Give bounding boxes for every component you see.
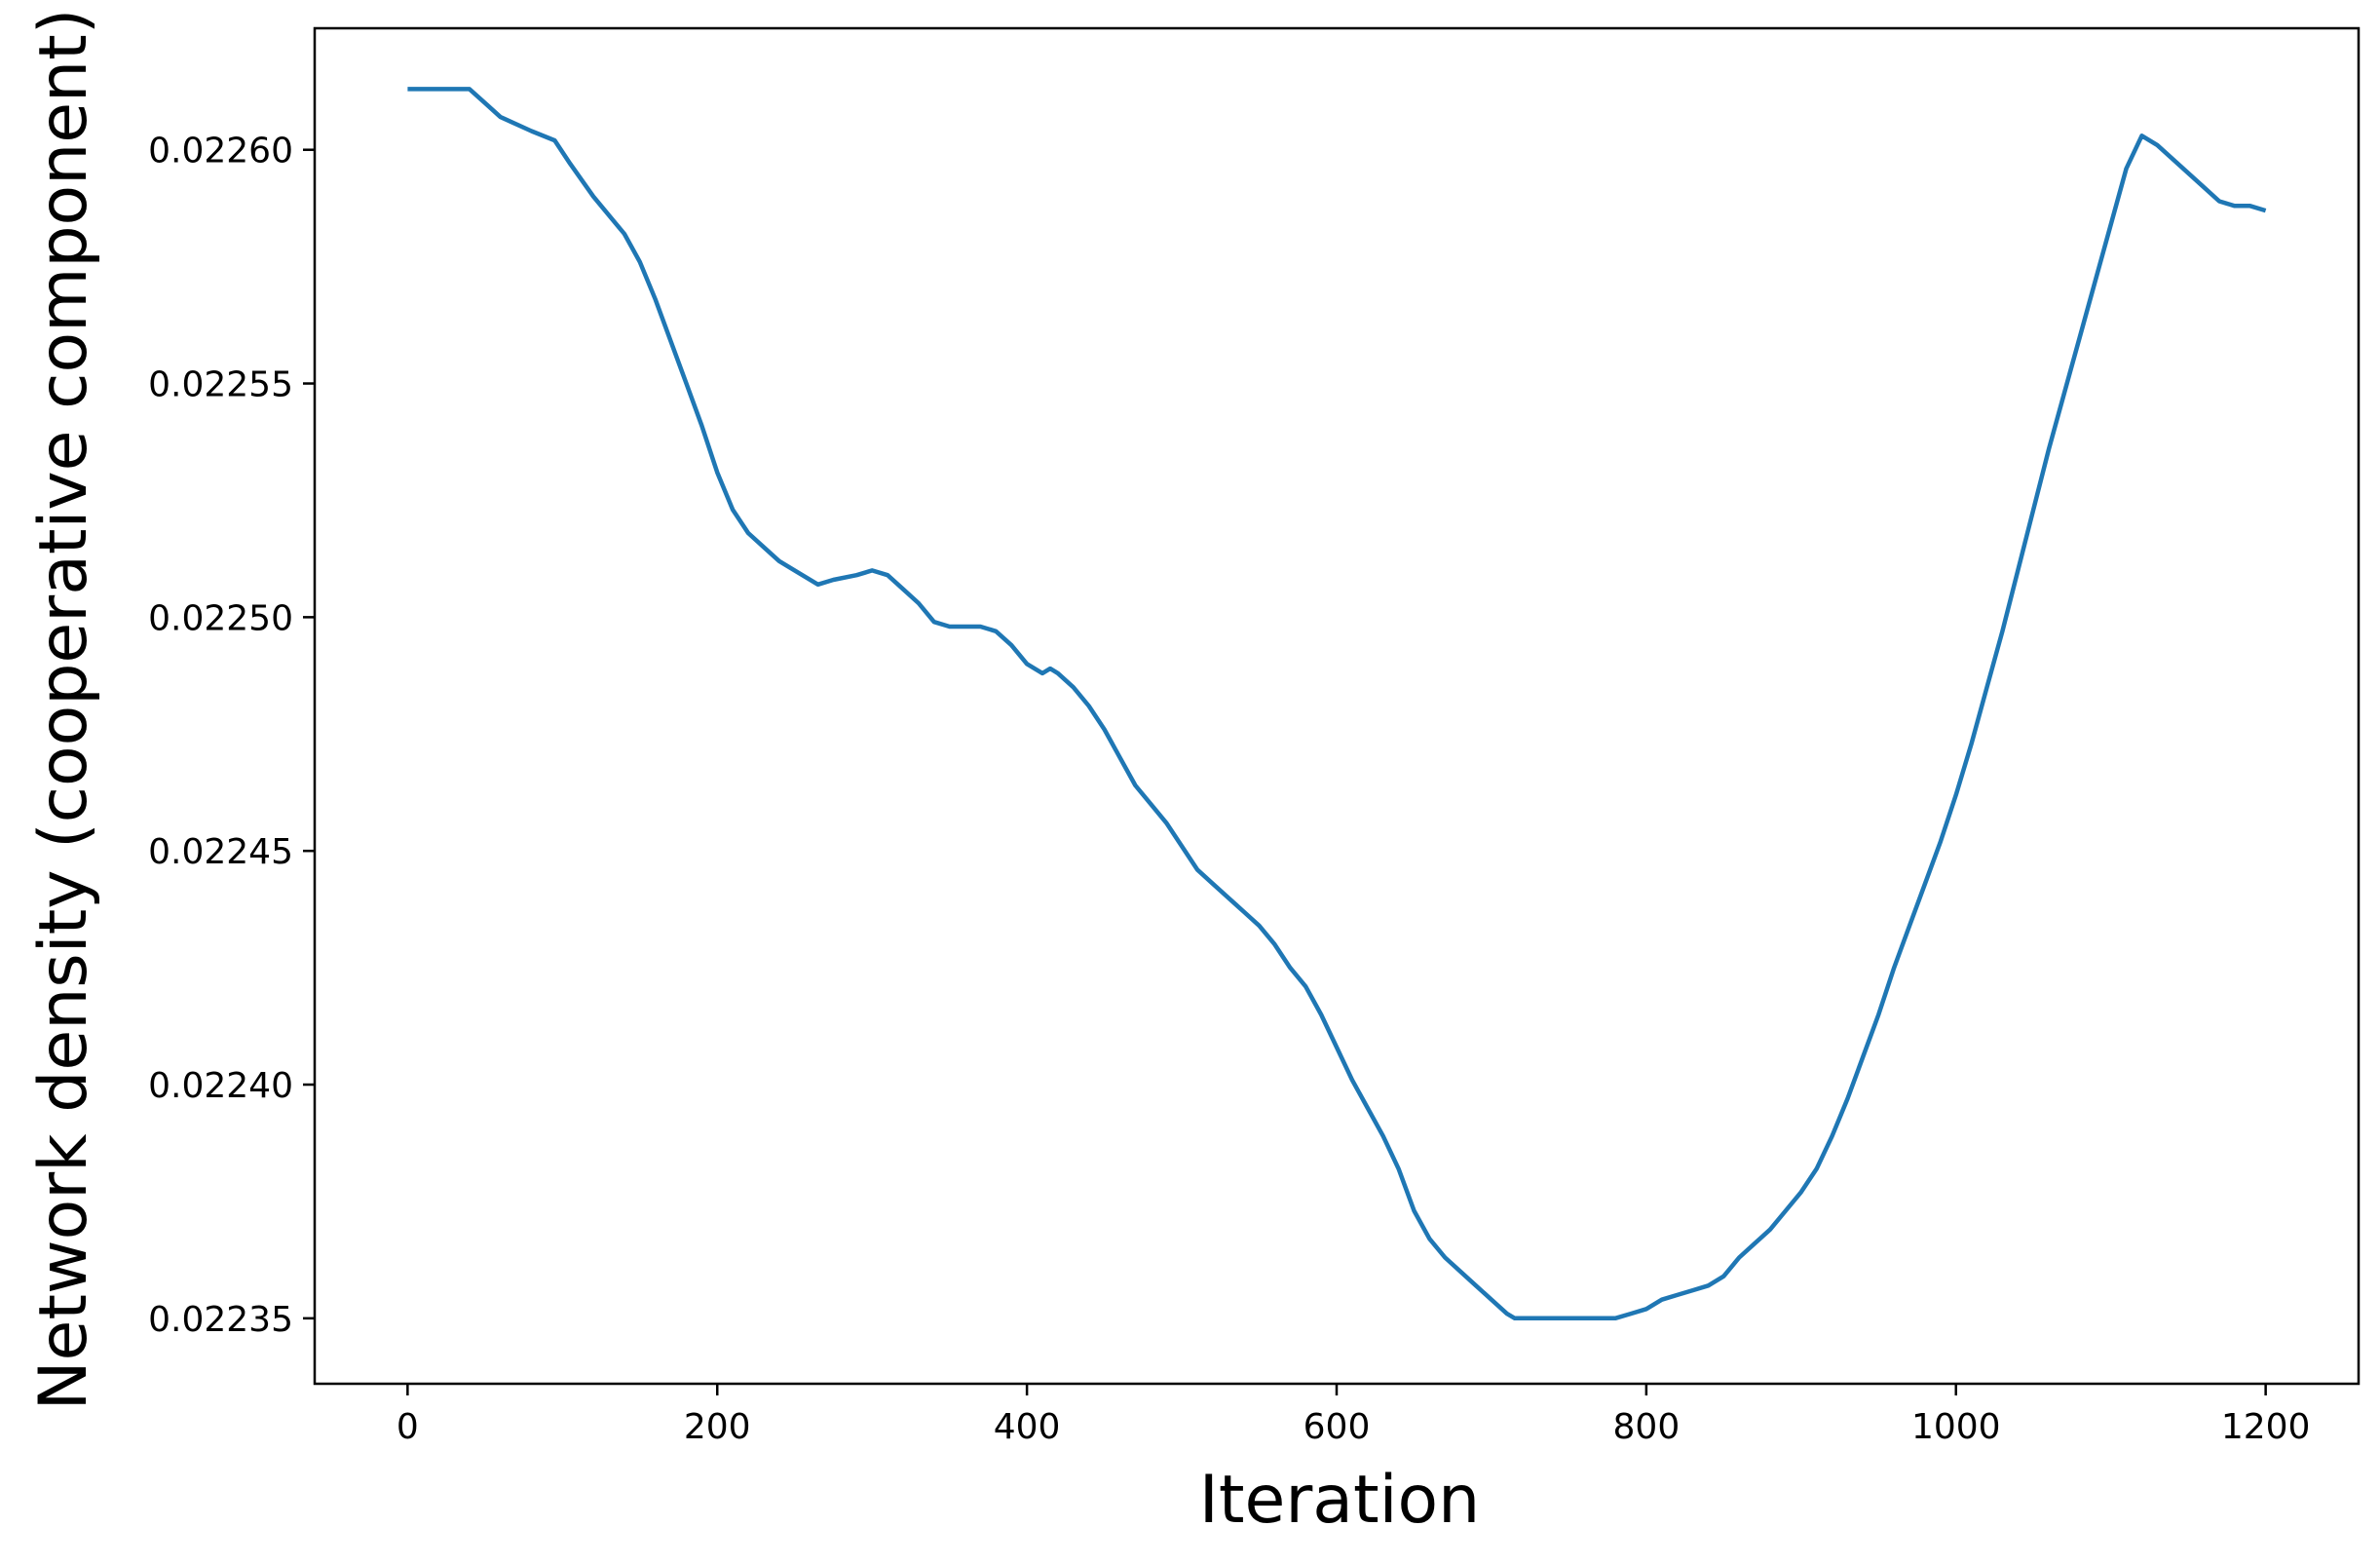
y-tick-label: 0.02255 xyxy=(148,365,293,405)
x-axis-ticks: 0 200 400 600 800 1000 1200 xyxy=(397,1384,2311,1447)
y-tick-label: 0.02240 xyxy=(148,1066,293,1106)
x-tick-label: 600 xyxy=(1303,1407,1371,1447)
x-tick-label: 1000 xyxy=(1911,1407,2001,1447)
y-tick-label: 0.02235 xyxy=(148,1300,293,1340)
y-tick-label: 0.02245 xyxy=(148,832,293,872)
x-tick-label: 400 xyxy=(994,1407,1061,1447)
x-axis-title: Iteration xyxy=(1199,1462,1480,1539)
series-line-1 xyxy=(407,87,2267,1321)
y-tick-label: 0.02250 xyxy=(148,598,293,638)
plot-area xyxy=(313,26,2361,1386)
x-tick-label: 200 xyxy=(684,1407,751,1447)
x-tick-label: 1200 xyxy=(2221,1407,2311,1447)
y-axis-title: Network density (cooperative component) xyxy=(25,9,102,1411)
x-tick-label: 0 xyxy=(397,1407,419,1447)
y-axis-ticks: 0.02235 0.02240 0.02245 0.02250 0.02255 0.022… xyxy=(148,132,315,1340)
y-tick-label: 0.02260 xyxy=(148,132,293,172)
x-tick-label: 800 xyxy=(1613,1407,1681,1447)
